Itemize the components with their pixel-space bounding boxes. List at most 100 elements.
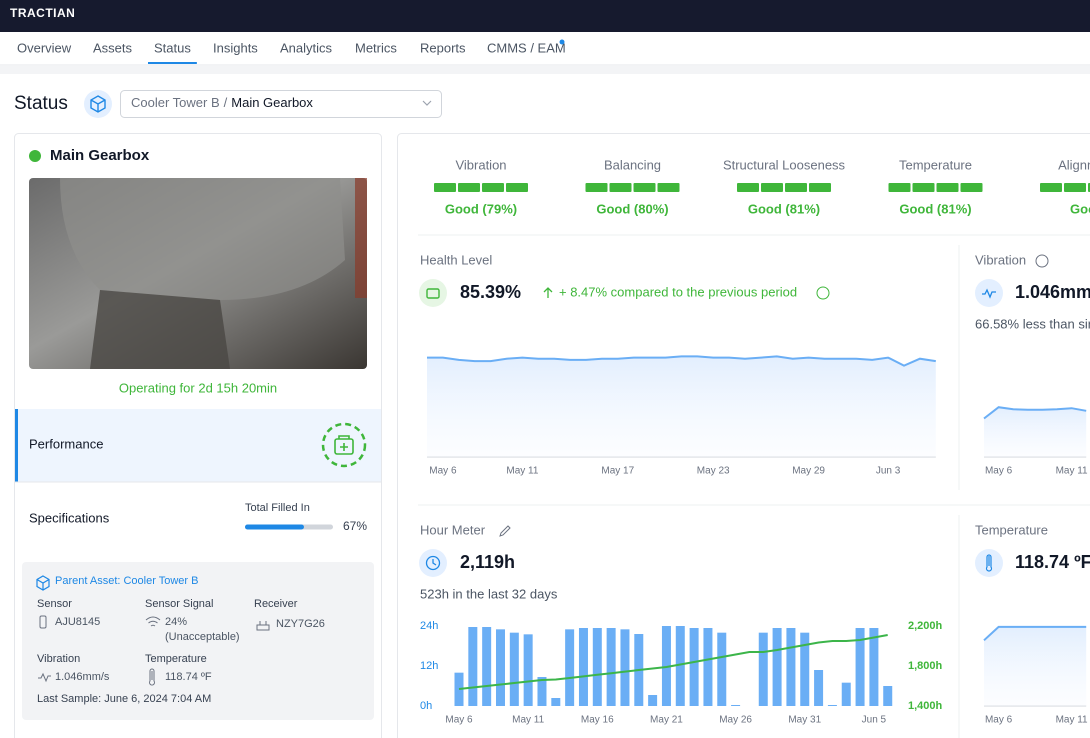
line <box>427 355 936 367</box>
line <box>983 406 1087 420</box>
receiver-icon <box>256 621 270 631</box>
asset-select[interactable] <box>120 90 442 118</box>
nav-tab[interactable]: Reports <box>420 40 466 55</box>
bar <box>814 670 824 706</box>
indicator-segment <box>888 183 911 192</box>
active-indicator <box>15 409 18 482</box>
performance-row[interactable] <box>15 409 381 482</box>
nav-tab[interactable]: Assets <box>93 40 133 55</box>
bar <box>648 695 658 706</box>
bar <box>454 672 464 706</box>
logo[interactable]: TRACTIAN <box>10 6 75 20</box>
field-value: NZY7G26 <box>276 618 325 630</box>
y-tick-label: 0h <box>420 700 432 712</box>
indicator-segment <box>761 183 783 192</box>
breadcrumb[interactable]: Cooler Tower B / Main Gearbox <box>131 95 313 110</box>
card-title: Temperature <box>975 522 1048 537</box>
bar <box>689 628 699 706</box>
field-value: AJU8145 <box>55 616 100 628</box>
field-value: 1.046mm/s <box>55 671 110 683</box>
vibration-icon <box>982 288 996 299</box>
bar <box>855 628 865 706</box>
breadcrumb-parent: Cooler Tower B <box>131 95 220 110</box>
help-icon[interactable] <box>1035 254 1049 268</box>
filled-label: Total Filled In <box>245 502 310 514</box>
parent-asset-link[interactable]: Parent Asset: Cooler Tower B <box>55 575 198 587</box>
bar <box>495 629 505 706</box>
indicator-segment <box>482 183 504 192</box>
bar <box>592 628 602 706</box>
indicator-segment <box>1040 183 1062 192</box>
operating-time: Operating for 2d 15h 20min <box>119 380 277 395</box>
cube-icon <box>90 95 106 113</box>
x-tick-label: May 17 <box>601 466 634 477</box>
help-icon[interactable] <box>816 286 830 300</box>
temperature-icon <box>985 554 993 572</box>
indicator-segment <box>609 183 632 192</box>
chevron <box>422 100 432 106</box>
edit-icon[interactable] <box>499 525 511 537</box>
card-value: 85.39% <box>460 282 521 302</box>
up-arrow <box>543 287 553 298</box>
bar <box>841 682 851 706</box>
notification-dot <box>559 39 565 45</box>
x-tick-label: May 6 <box>985 715 1013 726</box>
indicator-segment <box>633 183 656 192</box>
bar <box>565 629 575 706</box>
cube-icon <box>36 575 50 591</box>
card-change: + 8.47% compared to the previous period <box>559 284 797 299</box>
band <box>0 66 1090 74</box>
x-tick-label: May 23 <box>697 466 730 477</box>
progress <box>245 524 304 530</box>
indicator-segment <box>585 183 608 192</box>
indicator-segment <box>936 183 959 192</box>
photo-shape <box>60 178 345 300</box>
nav-tab[interactable]: CMMS / EAM <box>487 40 566 55</box>
indicator-label: Good <box>1070 201 1090 216</box>
area <box>984 407 1087 457</box>
health-icon <box>419 279 447 307</box>
indicator-segment <box>434 183 456 192</box>
temperature-chart: May 6 May 11 <box>983 625 1088 726</box>
x-tick-label: May 26 <box>719 715 752 726</box>
bar <box>703 628 713 706</box>
card-value: 2,119h <box>460 552 515 572</box>
health-icon <box>426 288 440 299</box>
indicator-name: Balancing <box>604 157 661 172</box>
breadcrumb-current: Main Gearbox <box>231 95 313 110</box>
page-title: Status <box>14 93 68 114</box>
nav-tab[interactable]: Overview <box>17 40 72 55</box>
nav-tabs: Overview Assets Status Insights Analytics Met… <box>17 40 566 64</box>
x-tick-label: May 21 <box>650 715 683 726</box>
area <box>984 626 1087 706</box>
card-title: Hour Meter <box>420 522 486 537</box>
field-value: 118.74 ºF <box>165 671 212 683</box>
nav-tab[interactable]: Metrics <box>355 40 397 55</box>
y2-tick-label: 2,200h <box>908 620 943 632</box>
indicator-name: Vibration <box>455 157 506 172</box>
nav-tab[interactable]: Analytics <box>280 40 333 55</box>
indicator-segment <box>657 183 680 192</box>
nav-tab[interactable]: Status <box>154 40 191 55</box>
temperature-icon <box>149 668 155 686</box>
card-title: Health Level <box>420 252 492 267</box>
indicator-name: Structural Looseness <box>723 157 846 172</box>
field-label: Temperature <box>145 653 207 665</box>
performance-icon <box>334 438 354 455</box>
nav-tab[interactable]: Insights <box>213 40 258 55</box>
performance-label: Performance <box>29 436 103 451</box>
x-tick-label: May 31 <box>788 715 821 726</box>
specifications-label: Specifications <box>29 510 110 525</box>
breadcrumb-separator: / <box>224 95 228 110</box>
health-indicators: Vibration Good (79%) Balancing Good (80%) St… <box>434 157 1090 216</box>
indicator-segment <box>785 183 807 192</box>
indicator-name: Temperature <box>899 157 972 172</box>
bar <box>606 628 616 706</box>
y-tick-label: 24h <box>420 620 438 632</box>
y2-tick-label: 1,400h <box>908 700 943 712</box>
details-box <box>22 562 374 720</box>
filled-value: 67% <box>343 519 367 533</box>
field-label: Receiver <box>254 598 298 610</box>
indicator-segment <box>458 183 480 192</box>
